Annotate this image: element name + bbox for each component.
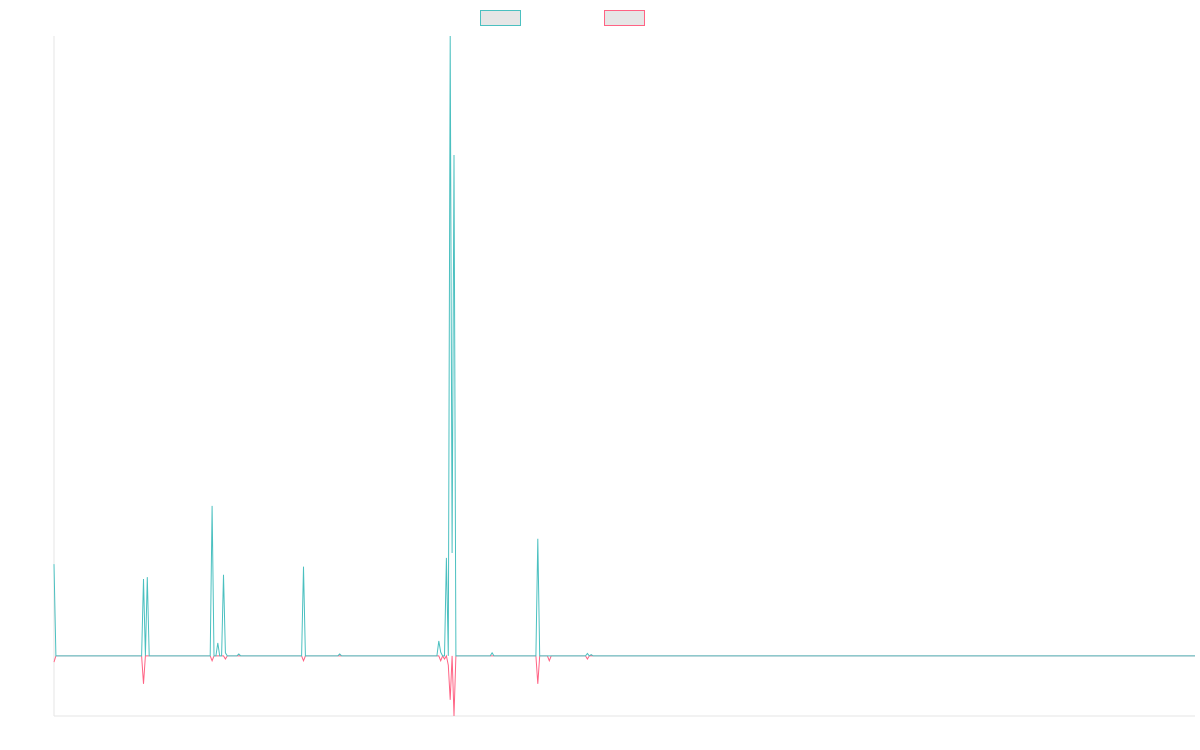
legend-swatch-1[interactable] [480,10,521,26]
series-group [53,35,1195,717]
series-line-1 [53,35,1195,657]
legend [480,10,645,26]
series-line-2 [53,654,1195,717]
legend-swatch-2[interactable] [604,10,645,26]
